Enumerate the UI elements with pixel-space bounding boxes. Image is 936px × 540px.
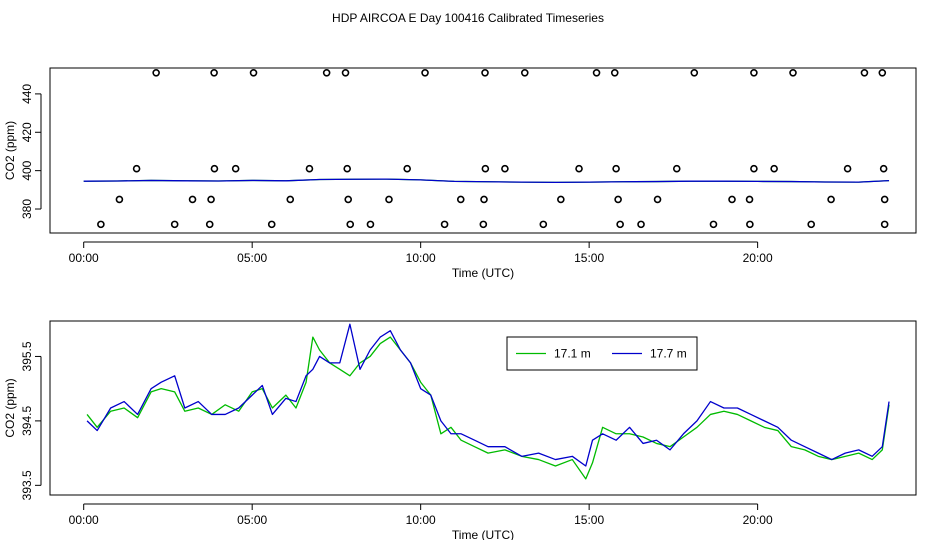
scatter-point	[286, 195, 295, 204]
x-tick-label: 15:00	[574, 513, 604, 527]
scatter-point	[750, 164, 758, 173]
scatter-point	[878, 68, 887, 77]
scatter-point	[385, 195, 393, 204]
scatter-point	[188, 195, 197, 204]
plot-area	[86, 323, 890, 480]
y-tick-label: 440	[20, 84, 34, 104]
figure-title: HDP AIRCOA E Day 100416 Calibrated Times…	[332, 11, 604, 25]
y-tick-label: 393.5	[20, 470, 34, 500]
scatter-point	[132, 164, 141, 173]
legend: 17.1 m 17.7 m	[506, 336, 698, 371]
legend-entry-label: 17.1 m	[554, 347, 591, 361]
scatter-point	[343, 164, 352, 173]
series-line-2	[83, 178, 890, 184]
scatter-point	[728, 195, 736, 204]
scatter-point	[879, 164, 888, 173]
scatter-point	[344, 195, 353, 204]
scatter-point	[880, 220, 889, 229]
scatter-point	[610, 68, 619, 77]
scatter-point	[520, 68, 529, 77]
scatter-point	[346, 220, 355, 229]
plot-frame	[49, 67, 917, 234]
series-line-2	[86, 323, 890, 467]
scatter-point	[207, 195, 215, 204]
scatter-point	[575, 164, 583, 173]
scatter-point	[770, 164, 778, 173]
y-tick-label: 395.5	[20, 341, 34, 371]
plot-area	[83, 68, 890, 229]
scatter-point	[709, 220, 718, 229]
scatter-point	[481, 164, 490, 173]
scatter-point	[557, 195, 565, 204]
scatter-point	[152, 68, 160, 77]
scatter-point	[170, 220, 179, 229]
scatter-point	[97, 220, 105, 229]
scatter-point	[305, 164, 314, 173]
y-tick-label: 394.5	[20, 406, 34, 436]
y-tick-label: 380	[20, 199, 34, 219]
scatter-point	[637, 220, 645, 229]
scatter-point	[807, 220, 816, 229]
scatter-point	[614, 195, 622, 204]
scatter-point	[843, 164, 852, 173]
scatter-point	[456, 195, 465, 204]
legend-entry-label: 17.7 m	[650, 347, 687, 361]
scatter-point	[481, 68, 489, 77]
scatter-point	[210, 68, 218, 77]
scatter-point	[860, 68, 869, 77]
y-tick-label: 400	[20, 160, 34, 180]
bottom-panel-lines: 00:00 05:00 10:00 15:00 20:00 Time (UTC) 393.5…	[3, 320, 917, 540]
scatter-point	[341, 68, 350, 77]
x-tick-label: 10:00	[406, 513, 436, 527]
scatter-point	[616, 220, 624, 229]
scatter-point	[789, 68, 797, 77]
x-tick-label: 15:00	[574, 251, 604, 265]
x-tick-label: 20:00	[743, 513, 773, 527]
x-tick-label: 00:00	[69, 513, 99, 527]
scatter-point	[115, 195, 124, 204]
top-panel-scatter: 00:00 05:00 10:00 15:00 20:00 Time (UTC) 380 40…	[3, 67, 917, 280]
plot-frame	[49, 320, 917, 496]
scatter-point	[592, 68, 601, 77]
y-axis-label: CO2 (ppm)	[3, 121, 17, 180]
x-tick-label: 00:00	[69, 251, 99, 265]
scatter-point	[205, 220, 214, 229]
scatter-point	[672, 164, 681, 173]
x-axis-label: Time (UTC)	[452, 266, 514, 280]
scatter-point	[231, 164, 240, 173]
scatter-point	[539, 220, 548, 229]
scatter-point	[745, 195, 754, 204]
scatter-point	[267, 220, 276, 229]
x-tick-label: 05:00	[237, 251, 267, 265]
scatter-point	[690, 68, 699, 77]
x-tick-label: 10:00	[406, 251, 436, 265]
scatter-point	[480, 195, 488, 204]
scatter-point	[440, 220, 449, 229]
y-axis-label: CO2 (ppm)	[3, 378, 17, 437]
scatter-point	[880, 195, 889, 204]
scatter-point	[421, 68, 429, 77]
scatter-point	[403, 164, 411, 173]
scatter-point	[501, 164, 509, 173]
scatter-point	[746, 220, 754, 229]
scatter-point	[210, 164, 219, 173]
scatter-point	[750, 68, 758, 77]
y-tick-label: 420	[20, 122, 34, 142]
scatter-point	[322, 68, 331, 77]
scatter-point	[249, 68, 258, 77]
scatter-point	[827, 195, 835, 204]
x-axis-label: Time (UTC)	[452, 528, 514, 540]
scatter-point	[366, 220, 375, 229]
x-tick-label: 05:00	[237, 513, 267, 527]
scatter-point	[479, 220, 488, 229]
scatter-point	[653, 195, 662, 204]
x-tick-label: 20:00	[743, 251, 773, 265]
series-line-1	[86, 336, 890, 480]
scatter-point	[612, 164, 620, 173]
